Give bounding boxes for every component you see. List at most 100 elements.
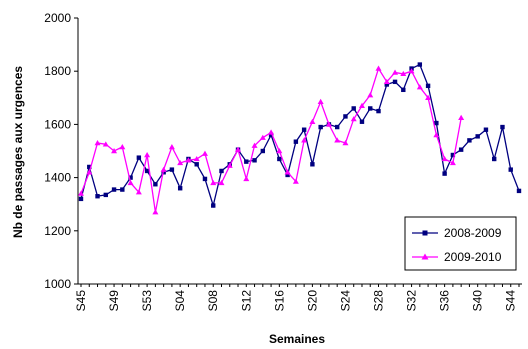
data-point	[120, 187, 125, 192]
y-tick-label: 1400	[44, 171, 71, 185]
data-point	[276, 148, 283, 154]
data-point	[376, 108, 381, 114]
data-point	[292, 178, 299, 184]
data-point	[185, 157, 192, 163]
data-point	[160, 166, 167, 172]
data-point	[351, 106, 356, 111]
data-point	[211, 203, 216, 208]
legend-marker	[422, 230, 428, 236]
data-point	[285, 172, 290, 178]
data-point	[343, 114, 348, 119]
data-point	[458, 147, 464, 152]
x-tick-label: S20	[305, 290, 319, 312]
data-point	[194, 162, 199, 167]
x-tick-label: S12	[239, 290, 253, 312]
legend: 2008-2009 2009-2010	[404, 216, 517, 271]
legend-label: 2008-2009	[444, 226, 502, 240]
data-point	[392, 79, 398, 85]
legend-box	[404, 216, 517, 271]
data-point	[135, 189, 142, 195]
data-point	[144, 168, 150, 174]
x-axis-title: Semaines	[269, 332, 325, 346]
legend-label: 2009-2010	[444, 250, 502, 264]
data-point	[467, 138, 472, 143]
y-tick-label: 1000	[44, 277, 71, 291]
data-point	[226, 162, 233, 168]
x-tick-label: S28	[372, 290, 386, 312]
data-point	[218, 179, 225, 186]
data-point	[401, 87, 406, 93]
data-point	[383, 78, 390, 85]
x-ticks: S45 S49 S53 S04 S08 S12 S16 S20 S24 S28 S32 S36 S40 S…	[74, 284, 520, 312]
data-point	[87, 164, 92, 170]
data-point	[94, 140, 101, 146]
data-point	[325, 121, 332, 127]
data-point	[177, 186, 183, 191]
data-point	[102, 141, 109, 147]
series-2009-2010	[78, 65, 465, 215]
data-point	[301, 127, 307, 132]
data-point	[128, 175, 133, 180]
y-tick-label: 1800	[44, 64, 71, 78]
data-point	[284, 169, 291, 175]
y-ticks: 1000 1200 1400 1600 1800 2000	[44, 11, 78, 291]
data-point	[277, 156, 282, 162]
data-point	[111, 187, 117, 192]
data-point	[500, 124, 505, 130]
y-axis-title-group: Nb de passages aux urgences	[11, 66, 25, 238]
series-layer	[78, 62, 522, 215]
data-point	[350, 116, 357, 122]
x-tick-label: S16	[272, 290, 286, 312]
data-point	[86, 169, 93, 175]
legend-entry: 2008-2009	[412, 226, 502, 240]
y-tick-label: 1600	[44, 117, 71, 131]
data-point	[260, 148, 266, 154]
data-point	[103, 192, 108, 198]
data-point	[317, 98, 324, 104]
data-point	[425, 83, 431, 89]
y-tick-label: 1200	[44, 224, 71, 238]
data-point	[95, 194, 100, 199]
data-point	[434, 120, 439, 126]
data-point	[367, 92, 374, 98]
data-point	[516, 188, 522, 194]
data-point	[359, 119, 365, 124]
data-point	[119, 144, 126, 150]
data-point	[78, 196, 84, 202]
x-tick-label: S32	[405, 290, 419, 312]
data-point	[408, 68, 415, 74]
data-point	[309, 118, 316, 124]
data-point	[210, 179, 217, 186]
data-point	[293, 139, 299, 144]
data-point	[433, 132, 440, 138]
data-point	[243, 175, 250, 182]
data-point	[334, 137, 341, 143]
data-point	[268, 129, 275, 135]
data-point	[368, 106, 373, 111]
data-point	[235, 146, 242, 152]
legend-marker	[421, 253, 429, 260]
y-axis-title: Nb de passages aux urgences	[11, 66, 25, 238]
data-point	[483, 127, 489, 132]
data-point	[417, 62, 423, 67]
data-point	[384, 82, 389, 87]
x-tick-label: S04	[173, 290, 187, 312]
data-point	[400, 70, 407, 77]
data-point	[358, 102, 365, 108]
data-point	[144, 151, 151, 158]
legend-entry: 2009-2010	[412, 250, 502, 264]
data-point	[441, 155, 448, 162]
data-point	[252, 158, 257, 163]
legend-items: 2008-2009 2009-2010	[412, 226, 502, 264]
data-point	[127, 179, 134, 186]
x-tick-label: S40	[471, 290, 485, 312]
x-tick-label: S49	[107, 290, 121, 312]
x-tick-label: S36	[438, 290, 452, 312]
series-line	[80, 63, 520, 208]
data-point	[153, 182, 158, 187]
data-point	[168, 144, 175, 150]
data-point	[416, 84, 423, 90]
data-point	[251, 142, 258, 148]
x-tick-label: S44	[504, 290, 518, 312]
x-tick-label: S53	[140, 290, 154, 312]
